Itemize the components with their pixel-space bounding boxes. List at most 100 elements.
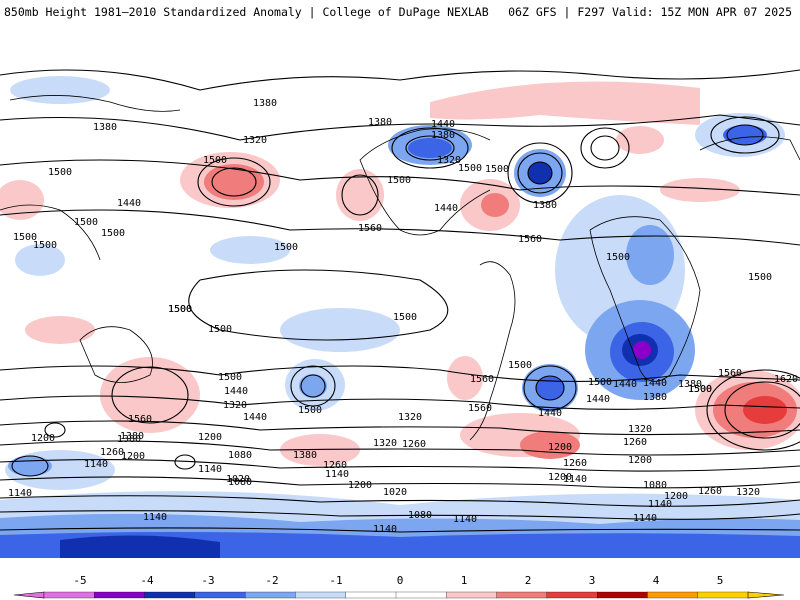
colorbar-graphic: -5 -4 -3 -2 -1 0 1 2 3 4 5 xyxy=(13,574,785,599)
colorbar-segment xyxy=(295,591,347,599)
contour-label: 1200 xyxy=(121,451,145,462)
contour-label: 1380 xyxy=(253,98,277,109)
colorbar-segment xyxy=(144,591,196,599)
contour-label: 1260 xyxy=(323,460,347,471)
colorbar-segment xyxy=(596,591,649,599)
colorbar-segment xyxy=(697,591,749,599)
colorbar-segment xyxy=(194,591,246,599)
colorbar-tick-label: -2 xyxy=(265,574,278,587)
contour-label: 1500 xyxy=(48,167,72,178)
contour-label: 1380 xyxy=(678,379,702,390)
contour-label: 1500 xyxy=(606,252,630,263)
negative-anomaly-areas xyxy=(0,76,800,558)
contour-label: 1020 xyxy=(226,474,250,485)
contour-label: 1500 xyxy=(13,232,37,243)
colorbar-tick-label: -5 xyxy=(73,574,86,587)
height-contours xyxy=(0,69,800,533)
contour-label: 1260 xyxy=(100,447,124,458)
contour-label: 1260 xyxy=(563,458,587,469)
contour-label: 1500 xyxy=(485,164,509,175)
contour-label: 1440 xyxy=(243,412,267,423)
contour-label: 1080 xyxy=(408,510,432,521)
contour-label: 1500 xyxy=(74,217,98,228)
contour-label: 1320 xyxy=(223,400,247,411)
colorbar-segment xyxy=(43,591,95,599)
contour-label: 1140 xyxy=(563,474,587,485)
contour-label: 1380 xyxy=(120,431,144,442)
contour-label: 1320 xyxy=(736,487,760,498)
contour-label: 1200 xyxy=(664,491,688,502)
contour-label: 1080 xyxy=(228,477,252,488)
contour-label: 1440 xyxy=(613,379,637,390)
colorbar-tick-label: -1 xyxy=(329,574,342,587)
colorbar-segment xyxy=(546,591,598,599)
contour-label: 1500 xyxy=(168,304,192,315)
colorbar-tick-label: 1 xyxy=(461,574,468,587)
contour-label: 1260 xyxy=(698,486,722,497)
contour-label: 1320 xyxy=(437,155,461,166)
contour-label: 1140 xyxy=(648,499,672,510)
contour-label: 1620 xyxy=(774,374,798,385)
colorbar-segment xyxy=(446,591,498,599)
contour-label: 1320 xyxy=(398,412,422,423)
contour-label: 1500 xyxy=(101,228,125,239)
colorbar-tick-label: 5 xyxy=(717,574,724,587)
contour-label: 1500 xyxy=(203,155,227,166)
contour-label: 1140 xyxy=(8,488,32,499)
contour-label: 1440 xyxy=(224,386,248,397)
colorbar-tick-labels: -5 -4 -3 -2 -1 0 1 2 3 4 5 xyxy=(73,574,723,587)
contour-label: 1560 xyxy=(358,223,382,234)
contour-label: 1200 xyxy=(548,472,572,483)
contour-label: 1500 xyxy=(588,377,612,388)
colorbar-tick-label: 2 xyxy=(525,574,532,587)
contour-label: 1200 xyxy=(348,480,372,491)
contour-label: 1560 xyxy=(470,374,494,385)
contour-label: 1140 xyxy=(373,524,397,535)
contour-label: 1380 xyxy=(431,130,455,141)
contour-label: 1380 xyxy=(368,117,392,128)
contour-label: 1260 xyxy=(402,439,426,450)
contour-label: 1380 xyxy=(117,434,141,445)
contour-label: 1260 xyxy=(623,437,647,448)
run-info: 06Z GFS | F297 Valid: 15Z MON APR 07 202… xyxy=(508,5,792,19)
contour-label: 1320 xyxy=(373,438,397,449)
contour-label: 1500 xyxy=(393,312,417,323)
contour-label: 1500 xyxy=(33,240,57,251)
contour-label: 1080 xyxy=(643,480,667,491)
colorbar-segment xyxy=(496,591,548,599)
contour-label: 1140 xyxy=(325,469,349,480)
map-panel: 1380 1380 1380 1320 1440 1380 1320 1380 1440 1500… xyxy=(0,30,800,558)
contour-label: 1500 xyxy=(218,372,242,383)
colorbar-tick-label: 3 xyxy=(589,574,596,587)
contour-label: 1560 xyxy=(518,234,542,245)
colorbar-segment xyxy=(395,591,447,599)
contour-label: 1140 xyxy=(84,459,108,470)
contour-label: 1500 xyxy=(387,175,411,186)
contour-label: 1380 xyxy=(533,200,557,211)
contour-label: 1500 xyxy=(458,163,482,174)
contour-label: 1500 xyxy=(508,360,532,371)
contour-label: 1500 xyxy=(688,384,712,395)
colorbar-segments xyxy=(13,591,785,599)
contour-label: 1500 xyxy=(208,324,232,335)
colorbar-tick-label: -4 xyxy=(140,574,154,587)
contour-label: 1500 xyxy=(168,304,192,315)
colorbar-segment xyxy=(345,591,397,599)
contour-label: 1200 xyxy=(548,442,572,453)
map-title: 850mb Height 1981–2010 Standardized Anom… xyxy=(4,5,489,19)
colorbar-tick-label: 4 xyxy=(653,574,660,587)
contour-label: 1140 xyxy=(633,513,657,524)
colorbar-tick-label: -3 xyxy=(201,574,214,587)
contour-label: 1020 xyxy=(383,487,407,498)
contour-label: 1560 xyxy=(718,368,742,379)
colorbar-right-extension xyxy=(747,591,785,599)
colorbar-tick-label: 0 xyxy=(397,574,404,587)
header: 850mb Height 1981–2010 Standardized Anom… xyxy=(0,0,800,22)
contour-label: 1380 xyxy=(293,450,317,461)
contour-label: 1440 xyxy=(643,378,667,389)
contour-label: 1200 xyxy=(31,433,55,444)
colorbar-segment xyxy=(647,591,699,599)
colorbar-segment xyxy=(244,591,297,599)
contour-label: 1080 xyxy=(228,450,252,461)
